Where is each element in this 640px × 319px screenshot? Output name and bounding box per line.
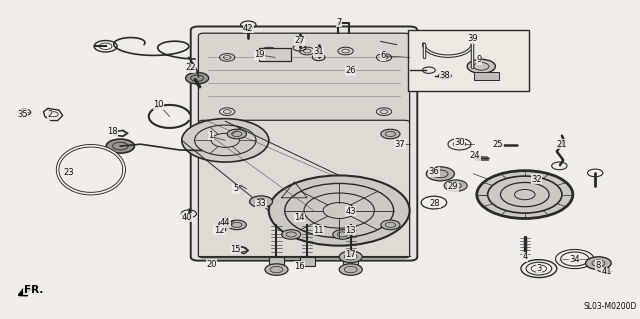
Bar [259,48,291,61]
Text: FR.: FR. [24,285,43,295]
Circle shape [106,139,134,153]
Circle shape [339,264,362,275]
Circle shape [265,264,288,275]
Text: 26: 26 [346,66,356,75]
Text: 43: 43 [346,207,356,216]
Text: 15: 15 [230,245,241,254]
Text: 19: 19 [254,50,264,59]
Text: 10: 10 [154,100,164,109]
Text: 44: 44 [220,218,230,227]
Text: 1: 1 [209,131,214,140]
Text: 2: 2 [47,110,52,119]
Text: 12: 12 [214,226,224,235]
Bar [474,72,499,80]
Text: 31: 31 [314,47,324,56]
Circle shape [333,230,352,239]
Bar [343,257,358,266]
Circle shape [467,59,495,73]
Text: 11: 11 [314,226,324,235]
Text: 13: 13 [346,226,356,235]
Text: 22: 22 [186,63,196,72]
Circle shape [282,230,301,239]
Circle shape [269,175,410,246]
Circle shape [444,180,467,191]
Text: 34: 34 [570,255,580,263]
Circle shape [381,129,400,139]
Circle shape [477,171,573,219]
Text: 14: 14 [294,213,305,222]
Bar [300,257,315,266]
Circle shape [182,119,269,162]
Text: 33: 33 [256,199,266,208]
Text: 42: 42 [243,24,253,33]
Text: 27: 27 [294,36,305,45]
FancyBboxPatch shape [198,120,410,258]
FancyBboxPatch shape [191,26,417,261]
Text: 6: 6 [380,51,385,60]
Text: 38: 38 [440,71,450,80]
Text: 9: 9 [476,56,481,64]
Circle shape [586,257,611,270]
Text: 16: 16 [294,262,305,271]
Circle shape [426,167,454,181]
Text: 32: 32 [531,175,541,184]
Circle shape [227,129,246,139]
Text: 23: 23 [64,168,74,177]
Circle shape [227,220,246,230]
Text: 17: 17 [346,250,356,259]
Text: 29: 29 [448,182,458,191]
Text: 25: 25 [493,140,503,149]
Circle shape [219,221,232,227]
Text: 37: 37 [395,140,405,149]
Text: SL03-M0200D: SL03-M0200D [584,302,637,311]
Text: 35: 35 [17,110,28,119]
Bar [269,257,284,266]
Text: 8: 8 [596,261,601,270]
Text: 5: 5 [233,184,238,193]
Text: 41: 41 [602,267,612,276]
Circle shape [186,72,209,84]
FancyBboxPatch shape [198,33,410,124]
Circle shape [339,251,362,263]
Text: 39: 39 [467,34,477,43]
Bar [408,30,529,91]
Text: 20: 20 [206,260,216,269]
Circle shape [250,196,273,207]
Circle shape [438,73,451,79]
Text: 4: 4 [522,252,527,261]
Text: 24: 24 [470,151,480,160]
Text: 28: 28 [430,199,440,208]
Text: 3: 3 [536,264,541,273]
Text: 7: 7 [337,18,342,27]
Text: 36: 36 [429,167,439,176]
Text: 30: 30 [454,138,465,147]
Text: 18: 18 [107,127,117,136]
Text: 40: 40 [182,213,192,222]
Text: 21: 21 [557,140,567,149]
Circle shape [381,220,400,230]
